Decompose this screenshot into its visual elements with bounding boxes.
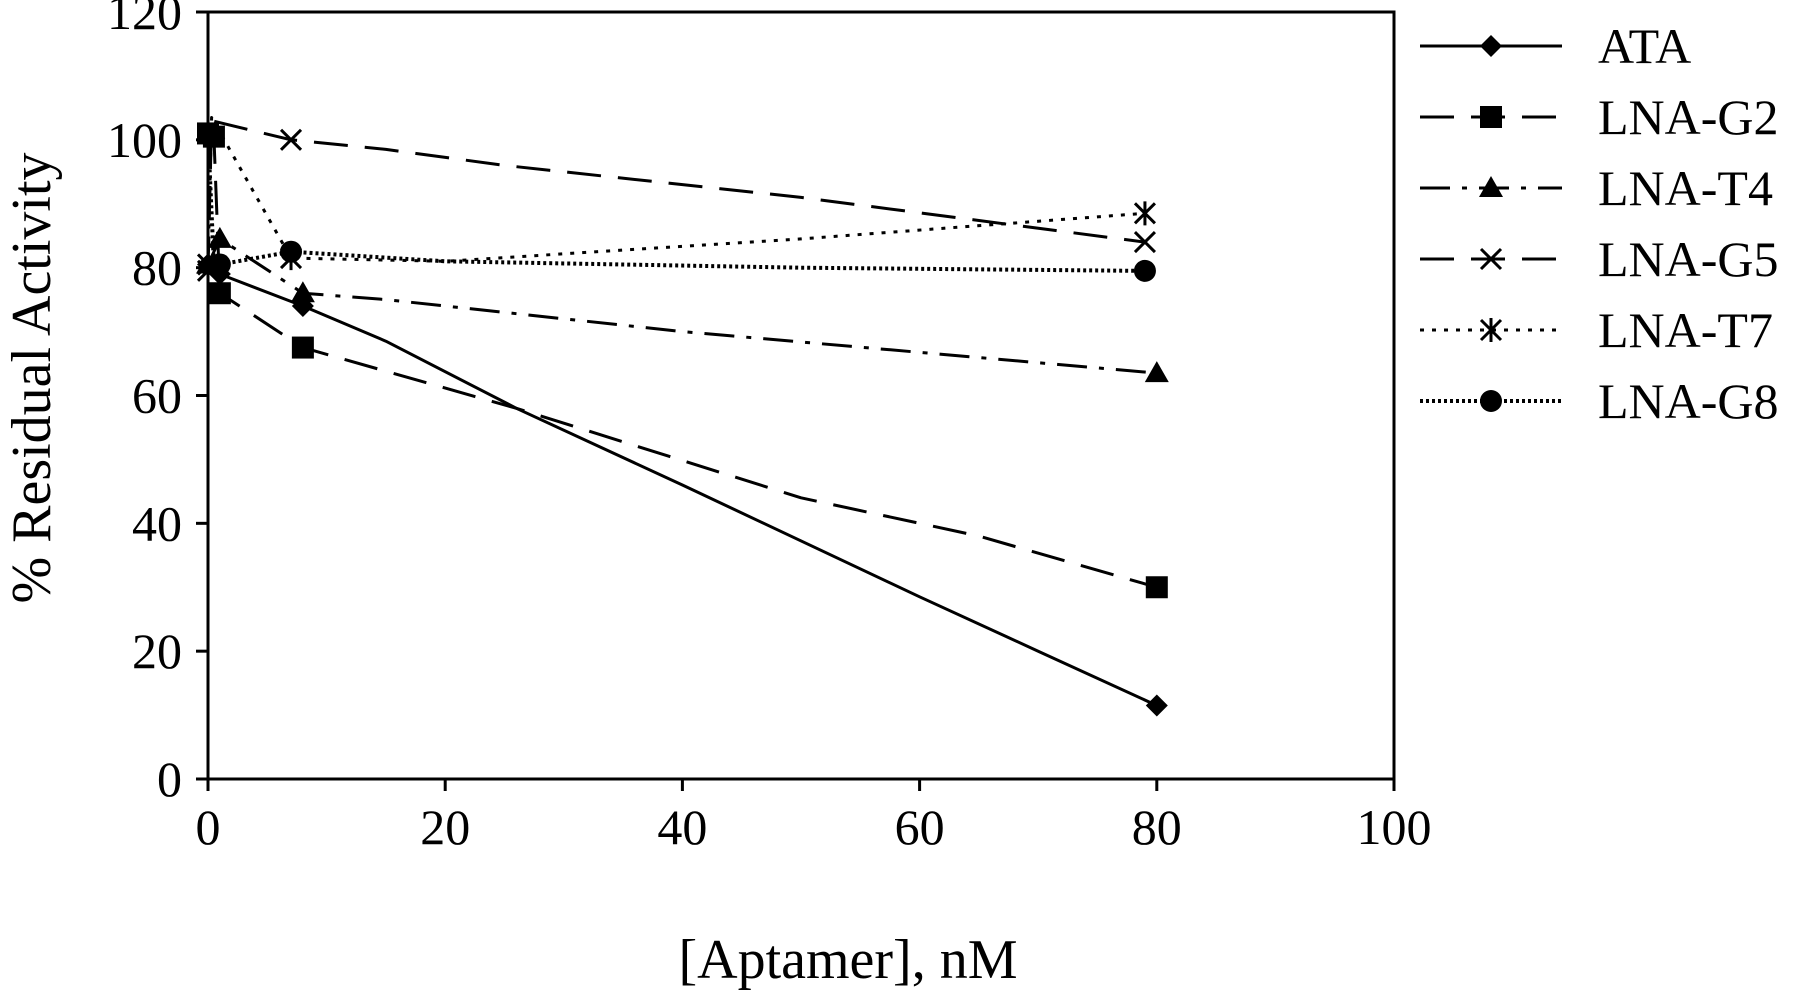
legend-marker-lna-g8 xyxy=(1480,390,1502,412)
x-axis-title: [Aptamer], nM xyxy=(678,929,1017,991)
plot-frame xyxy=(206,10,1396,781)
data-point-lna-t4 xyxy=(1144,361,1169,383)
data-point-lna-t4 xyxy=(290,281,315,303)
x-tick-label: 40 xyxy=(657,799,707,855)
legend-label: ATA xyxy=(1598,18,1691,74)
data-point-lna-g5 xyxy=(279,128,303,151)
x-tick-label: 60 xyxy=(895,799,945,855)
legend-item-lna-t4: LNA-T4 xyxy=(1420,160,1773,216)
series-line-lna-g5 xyxy=(206,119,1146,271)
legend-item-lna-g2: LNA-G2 xyxy=(1420,89,1779,145)
series-line-lna-g8 xyxy=(206,133,1145,273)
legend-item-ata: ATA xyxy=(1420,18,1691,74)
plot-area xyxy=(196,116,1169,717)
legend-marker-lna-t7 xyxy=(1479,318,1503,342)
y-tick-label: 40 xyxy=(132,495,182,551)
data-point-lna-g2 xyxy=(1145,576,1168,599)
legend-item-lna-g8: LNA-G8 xyxy=(1420,373,1779,429)
y-tick-label: 20 xyxy=(132,623,182,679)
y-axis-title: % Residual Activity xyxy=(1,152,63,603)
legend-label: LNA-G8 xyxy=(1598,373,1779,429)
axes: 0 20 40 60 80 100 120 0 20 40 60 80 100 xyxy=(107,0,1432,855)
data-point-lna-g2 xyxy=(291,336,314,359)
legend-item-lna-g5: LNA-G5 xyxy=(1420,231,1779,287)
legend-marker-lna-g2 xyxy=(1480,106,1502,128)
legend-marker-lna-g5 xyxy=(1479,247,1503,271)
data-point-lna-g8 xyxy=(1133,259,1156,282)
y-tick-label: 120 xyxy=(107,0,182,40)
data-point-lna-g8 xyxy=(208,253,231,276)
data-point-lna-g5 xyxy=(1133,231,1157,254)
series-line-lna-g2 xyxy=(207,132,1158,589)
series-lna-g8 xyxy=(197,122,1156,282)
series-line-lna-t7 xyxy=(206,116,1146,265)
legend-item-lna-t7: LNA-T7 xyxy=(1420,302,1773,358)
y-tick-label: 100 xyxy=(107,112,182,168)
series-line-lna-t4 xyxy=(206,237,1157,375)
series-ata xyxy=(197,253,1168,717)
y-tick-label: 80 xyxy=(132,240,182,296)
legend-label: LNA-G2 xyxy=(1598,89,1779,145)
series-lna-t7 xyxy=(196,116,1157,277)
data-point-lna-g8 xyxy=(280,240,303,263)
x-tick-label: 80 xyxy=(1132,799,1182,855)
series-lna-t4 xyxy=(196,226,1169,383)
x-tick-label: 100 xyxy=(1357,799,1432,855)
legend-marker-lna-t4 xyxy=(1479,176,1503,197)
data-point-lna-t7 xyxy=(1133,201,1157,226)
x-tick-label: 0 xyxy=(196,799,221,855)
x-tick-label: 20 xyxy=(420,799,470,855)
legend-marker-ata xyxy=(1480,35,1502,57)
legend-label: LNA-T7 xyxy=(1598,302,1773,358)
series-line-ata xyxy=(207,263,1158,707)
legend-label: LNA-T4 xyxy=(1598,160,1773,216)
legend-label: LNA-G5 xyxy=(1598,231,1779,287)
y-tick-label: 60 xyxy=(132,368,182,424)
data-point-ata xyxy=(1145,694,1168,717)
data-point-lna-g2 xyxy=(208,282,231,305)
y-tick-label: 0 xyxy=(157,751,182,807)
legend: ATA LNA-G2 LNA-T4 LNA-G5 LNA-T7 LNA-G8 xyxy=(1420,18,1779,429)
